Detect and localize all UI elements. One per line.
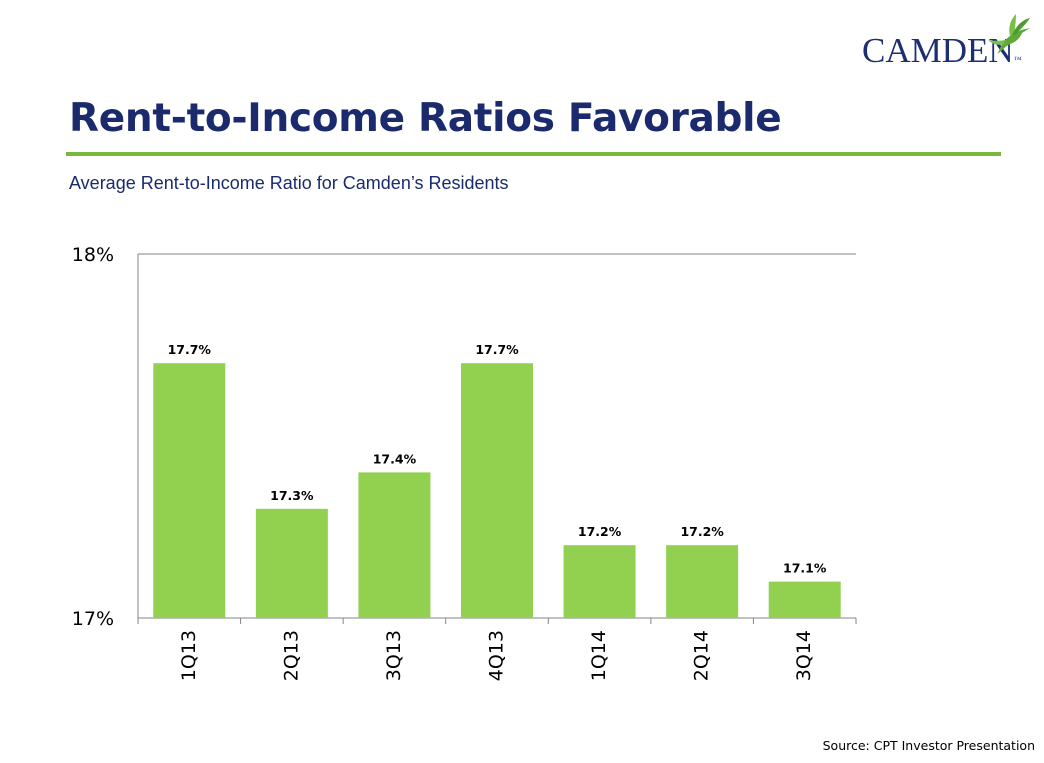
bar-1q13 <box>153 363 226 618</box>
source-note: Source: CPT Investor Presentation <box>822 738 1035 753</box>
data-label: 17.4% <box>373 451 417 466</box>
x-tick-label: 2Q14 <box>691 630 713 681</box>
page-title: Rent-to-Income Ratios Favorable <box>69 96 782 141</box>
data-label: 17.7% <box>475 342 519 357</box>
title-divider <box>66 152 1001 156</box>
y-tick-label: 17% <box>72 608 114 630</box>
bar-4q13 <box>461 363 533 618</box>
camden-logo: CAMDEN™ <box>862 14 1032 74</box>
x-tick-label: 2Q13 <box>280 630 302 681</box>
x-tick-label: 3Q13 <box>383 630 405 681</box>
data-label: 17.3% <box>270 488 314 503</box>
x-tick-label: 4Q13 <box>486 630 508 681</box>
chart-y-tick-labels: 18% 17% <box>72 244 114 630</box>
logo-wordmark: CAMDEN™ <box>862 31 1022 70</box>
bar-1q14 <box>563 545 636 618</box>
bar-3q13 <box>358 472 431 618</box>
bar-2q13 <box>255 508 328 618</box>
x-tick-label: 1Q13 <box>178 630 200 681</box>
x-tick-label: 3Q14 <box>793 630 815 681</box>
data-label: 17.1% <box>783 561 827 576</box>
x-tick-label: 1Q14 <box>588 630 610 681</box>
hummingbird-icon <box>988 14 1030 54</box>
bar-3q14 <box>768 581 841 618</box>
chart-x-tick-labels: 1Q13 2Q13 3Q13 4Q13 1Q14 2Q14 3Q14 <box>178 630 815 681</box>
logo-trademark: ™ <box>1013 55 1022 64</box>
chart-data-labels: 17.7% 17.3% 17.4% 17.7% 17.2% 17.2% 17.1% <box>168 342 827 575</box>
chart-subtitle: Average Rent-to-Income Ratio for Camden’… <box>69 173 509 193</box>
chart-bars <box>153 363 841 618</box>
data-label: 17.2% <box>578 524 622 539</box>
bar-2q14 <box>666 545 739 618</box>
data-label: 17.7% <box>168 342 212 357</box>
y-tick-label: 18% <box>72 244 114 266</box>
data-label: 17.2% <box>680 524 724 539</box>
